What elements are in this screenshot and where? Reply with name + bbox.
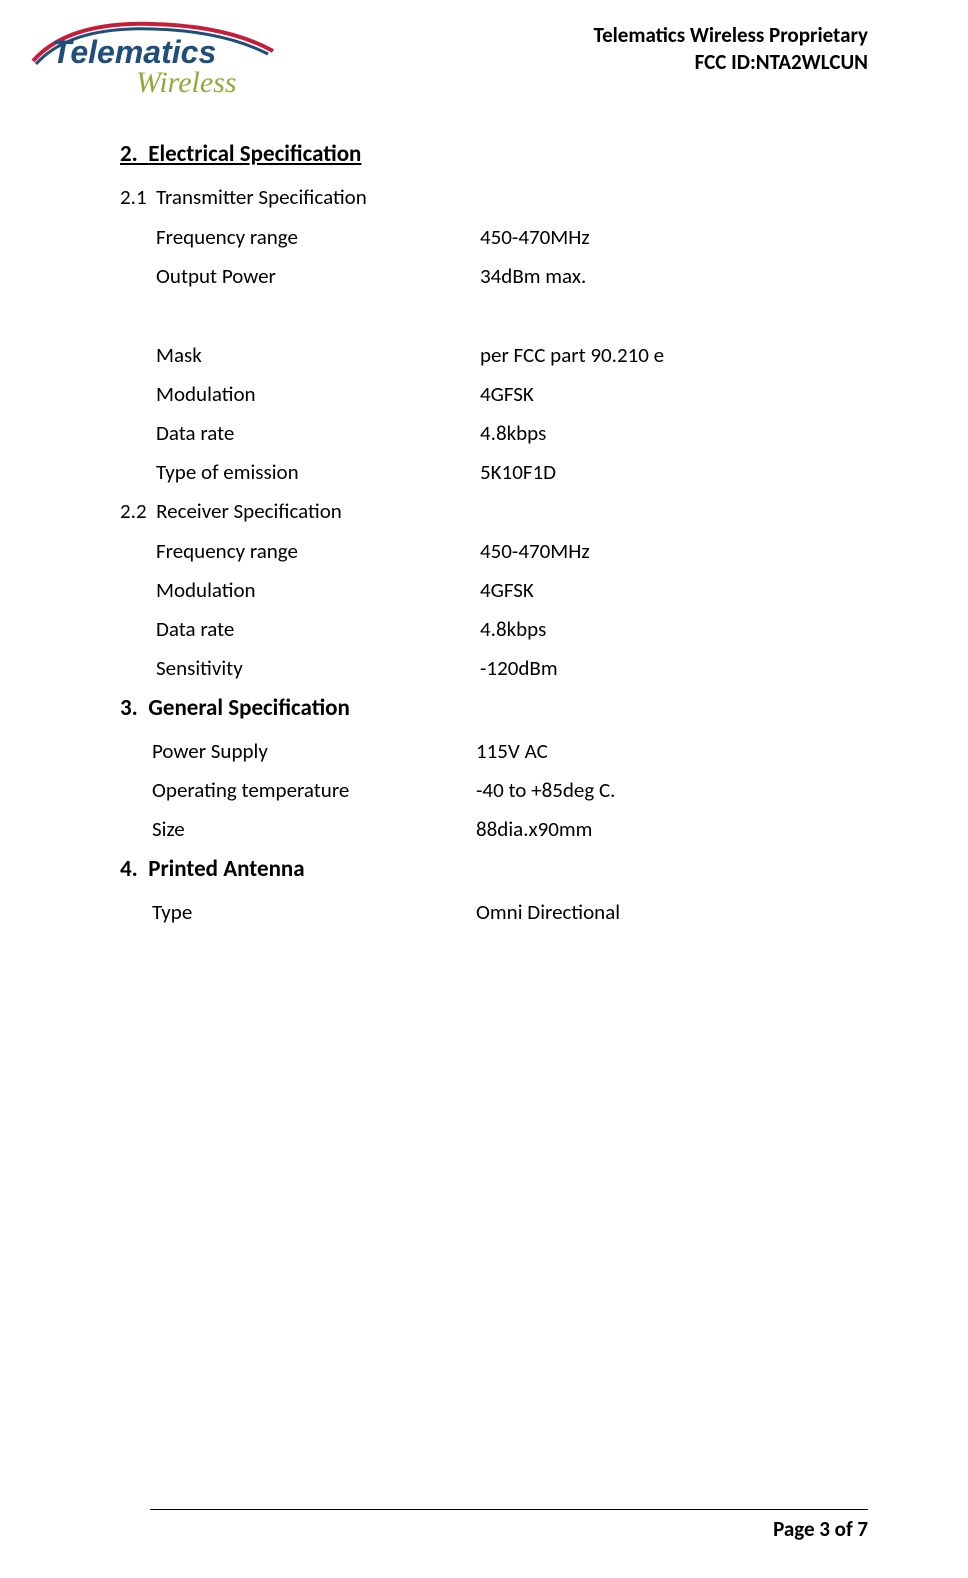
- page-number: Page 3 of 7: [150, 1516, 868, 1542]
- spec-label: Modulation: [156, 381, 480, 407]
- spec-row: Power Supply 115V AC: [120, 738, 868, 764]
- subsection-2-1-title: Transmitter Specification: [156, 184, 367, 210]
- spec-value: 4GFSK: [480, 577, 868, 603]
- document-content: 2. Electrical Specification 2.1 Transmit…: [120, 128, 868, 938]
- spec-label: Sensitivity: [156, 655, 480, 681]
- spec-value: 34dBm max.: [480, 263, 868, 289]
- spec-label: Output Power: [156, 263, 480, 289]
- subsection-2-1-number: 2.1: [120, 184, 147, 210]
- spec-label: Operating temperature: [152, 777, 476, 803]
- spec-value: 4.8kbps: [480, 420, 868, 446]
- proprietary-label: Telematics Wireless Proprietary: [593, 22, 868, 49]
- spec-row: Data rate 4.8kbps: [120, 616, 868, 642]
- subsection-2-2-number: 2.2: [120, 498, 147, 524]
- subsection-2-2-heading: 2.2 Receiver Specification: [120, 498, 868, 524]
- subsection-2-2-title: Receiver Specification: [156, 498, 342, 524]
- spec-value: 88dia.x90mm: [476, 816, 868, 842]
- header-right: Telematics Wireless Proprietary FCC ID:N…: [593, 16, 868, 77]
- section-3-heading: 3. General Specification: [120, 694, 868, 722]
- spec-row: Frequency range 450-470MHz: [120, 538, 868, 564]
- page-footer: Page 3 of 7: [150, 1509, 868, 1542]
- company-logo: Telematics Wireless: [28, 16, 278, 96]
- spec-value: -40 to +85deg C.: [476, 777, 868, 803]
- spec-value: 4.8kbps: [480, 616, 868, 642]
- spec-value: 450-470MHz: [480, 538, 868, 564]
- section-4-title: Printed Antenna: [148, 855, 304, 883]
- spec-row: Type of emission 5K10F1D: [120, 459, 868, 485]
- spec-row: Sensitivity -120dBm: [120, 655, 868, 681]
- spec-row: Output Power 34dBm max.: [120, 263, 868, 289]
- spec-value: Omni Directional: [476, 899, 868, 925]
- spec-label: Modulation: [156, 577, 480, 603]
- footer-divider: [150, 1509, 868, 1510]
- spec-label: Type: [152, 899, 476, 925]
- section-2-title: Electrical Specification: [148, 140, 361, 168]
- spec-label: Frequency range: [156, 538, 480, 564]
- page-header: Telematics Wireless Telematics Wireless …: [28, 16, 868, 96]
- section-2-number: 2.: [120, 140, 138, 168]
- section-4-heading: 4. Printed Antenna: [120, 855, 868, 883]
- spec-label: Size: [152, 816, 476, 842]
- section-2-heading: 2. Electrical Specification: [120, 140, 868, 168]
- spec-label: Frequency range: [156, 224, 480, 250]
- spec-value: 4GFSK: [480, 381, 868, 407]
- spec-row: Mask per FCC part 90.210 e: [120, 342, 868, 368]
- logo-text-sub: Wireless: [136, 66, 237, 100]
- spec-row: Frequency range 450-470MHz: [120, 224, 868, 250]
- spec-row: Data rate 4.8kbps: [120, 420, 868, 446]
- section-4-number: 4.: [120, 855, 138, 883]
- spec-value: 115V AC: [476, 738, 868, 764]
- section-3-number: 3.: [120, 694, 138, 722]
- spec-row: Size 88dia.x90mm: [120, 816, 868, 842]
- spec-label: Mask: [156, 342, 480, 368]
- spec-value: 5K10F1D: [480, 459, 868, 485]
- spec-label: Power Supply: [152, 738, 476, 764]
- spec-row: Modulation 4GFSK: [120, 381, 868, 407]
- spec-label: Data rate: [156, 616, 480, 642]
- spec-value: -120dBm: [480, 655, 868, 681]
- spec-row: Operating temperature -40 to +85deg C.: [120, 777, 868, 803]
- spec-label: Data rate: [156, 420, 480, 446]
- spec-value: per FCC part 90.210 e: [480, 342, 868, 368]
- subsection-2-1-heading: 2.1 Transmitter Specification: [120, 184, 868, 210]
- spec-row: Type Omni Directional: [120, 899, 868, 925]
- spec-value: 450-470MHz: [480, 224, 868, 250]
- spacing-gap: [120, 302, 868, 342]
- fcc-id-label: FCC ID:NTA2WLCUN: [593, 49, 868, 76]
- spec-row: Modulation 4GFSK: [120, 577, 868, 603]
- section-3-title: General Specification: [148, 694, 350, 722]
- spec-label: Type of emission: [156, 459, 480, 485]
